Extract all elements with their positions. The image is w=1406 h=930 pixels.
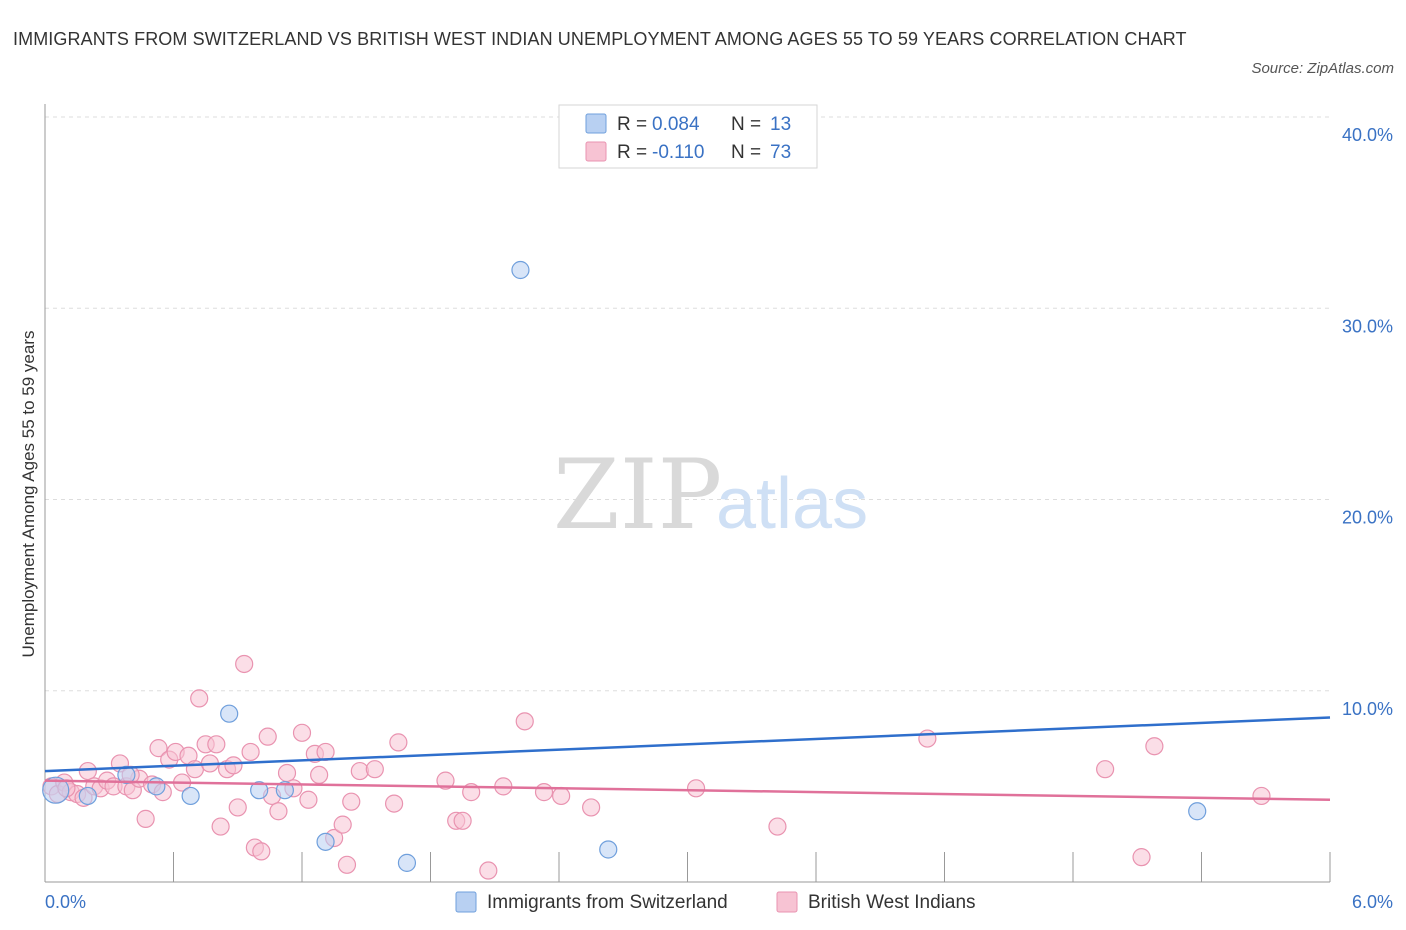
x-tick-labels: 0.0% 6.0% (45, 892, 1393, 912)
y-tick-label-20: 20.0% (1342, 508, 1393, 528)
stats-legend: R = 0.084 N = 13 R = -0.110 N = 73 (558, 104, 818, 169)
y-axis-label: Unemployment Among Ages 55 to 59 years (19, 331, 38, 658)
british-west-indians-point-52 (384, 794, 404, 813)
y-tick-label-10: 10.0% (1342, 699, 1393, 719)
british-west-indians-trend-line (44, 779, 1331, 802)
british-west-indians-point-64 (686, 779, 706, 798)
axes (44, 104, 1331, 883)
switzerland-point-0 (42, 776, 70, 804)
x-tick-label-min: 0.0% (45, 892, 86, 912)
british-west-indians-point-60 (515, 712, 534, 731)
switzerland-point-4 (181, 786, 200, 806)
legend-r-value-switzerland: 0.084 (652, 114, 700, 135)
switzerland-point-3 (147, 777, 166, 796)
british-west-indians-point-56 (453, 811, 472, 830)
british-west-indians-point-49 (342, 792, 361, 811)
legend-n-label-british-west-indians: N = (731, 142, 761, 163)
series-legend: Immigrants from Switzerland British West… (455, 891, 976, 913)
british-west-indians-point-70 (1252, 786, 1271, 806)
series-legend-label-switzerland: Immigrants from Switzerland (487, 892, 728, 913)
british-west-indians-point-39 (277, 763, 297, 783)
british-west-indians-point-32 (235, 654, 254, 674)
switzerland-point-5 (220, 704, 239, 723)
legend-r-label-british-west-indians: R = (617, 142, 647, 163)
series-legend-swatch-switzerland (455, 891, 477, 913)
british-west-indians-point-69 (1145, 737, 1164, 756)
british-west-indians-point-24 (190, 689, 209, 708)
trend-lines (44, 716, 1331, 802)
british-west-indians-point-54 (436, 771, 455, 790)
legend-swatch-switzerland (585, 113, 607, 134)
british-west-indians-point-53 (389, 733, 408, 752)
data-points (42, 260, 1271, 880)
british-west-indians-point-65 (768, 817, 787, 836)
british-west-indians-point-33 (241, 742, 260, 762)
british-west-indians-point-61 (534, 783, 554, 802)
british-west-indians-point-41 (292, 723, 312, 742)
source-label: Source: ZipAtlas.com (1251, 60, 1394, 77)
y-tick-labels: 10.0% 20.0% 30.0% 40.0% (1342, 125, 1393, 719)
grid-lines (45, 116, 1330, 692)
switzerland-point-12 (1188, 802, 1207, 821)
british-west-indians-point-67 (1096, 760, 1115, 779)
british-west-indians-point-27 (207, 735, 226, 754)
switzerland-point-2 (117, 765, 136, 785)
switzerland-trend-line (44, 716, 1331, 773)
british-west-indians-point-6 (78, 761, 97, 781)
series-legend-label-british-west-indians: British West Indians (808, 892, 976, 913)
british-west-indians-point-30 (224, 756, 243, 775)
y-tick-label-40: 40.0% (1342, 125, 1393, 145)
watermark: ZIP atlas (553, 439, 868, 551)
british-west-indians-point-15 (136, 809, 155, 828)
british-west-indians-point-50 (350, 761, 369, 781)
british-west-indians-point-68 (1132, 848, 1151, 867)
british-west-indians-point-17 (149, 739, 168, 758)
watermark-zip: ZIP (553, 439, 722, 551)
british-west-indians-point-28 (211, 817, 230, 836)
legend-n-value-british-west-indians: 73 (770, 142, 791, 163)
british-west-indians-point-58 (479, 861, 498, 880)
switzerland-point-6 (250, 781, 269, 800)
x-tick-label-max: 6.0% (1352, 892, 1393, 912)
switzerland-point-11 (599, 840, 618, 859)
british-west-indians-point-35 (252, 842, 271, 861)
legend-n-label-switzerland: N = (731, 114, 761, 135)
legend-swatch-british-west-indians (585, 141, 607, 162)
british-west-indians-point-66 (918, 729, 937, 748)
y-tick-label-30: 30.0% (1342, 316, 1393, 336)
british-west-indians-point-38 (269, 802, 288, 821)
legend-n-value-switzerland: 13 (770, 114, 791, 135)
british-west-indians-point-47 (333, 815, 352, 834)
british-west-indians-point-31 (228, 798, 247, 817)
switzerland-point-9 (397, 853, 417, 872)
switzerland-point-1 (78, 786, 97, 806)
watermark-atlas: atlas (716, 464, 868, 544)
switzerland-point-7 (275, 781, 294, 800)
british-west-indians-point-51 (365, 760, 384, 779)
british-west-indians-point-63 (582, 798, 601, 817)
british-west-indians-point-44 (310, 765, 329, 785)
chart-title: IMMIGRANTS FROM SWITZERLAND VS BRITISH W… (13, 29, 1187, 49)
series-legend-swatch-british-west-indians (776, 891, 798, 913)
legend-r-value-british-west-indians: -0.110 (652, 142, 704, 163)
british-west-indians-point-48 (337, 855, 357, 874)
switzerland-point-10 (511, 260, 530, 280)
legend-r-label-switzerland: R = (617, 114, 647, 135)
switzerland-point-8 (316, 832, 335, 851)
british-west-indians-point-36 (258, 727, 277, 746)
british-west-indians-point-42 (299, 790, 318, 809)
british-west-indians-point-62 (552, 786, 571, 806)
